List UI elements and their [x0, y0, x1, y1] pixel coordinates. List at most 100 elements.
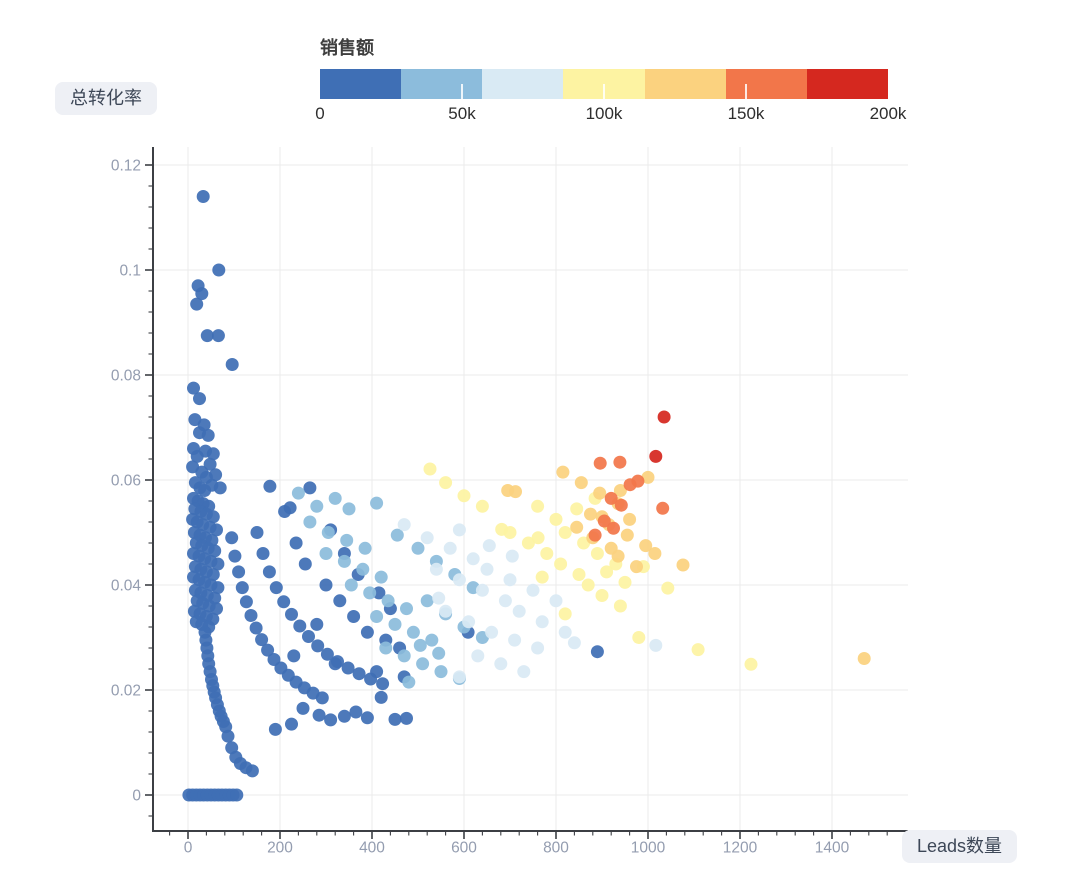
scatter-point[interactable] [498, 594, 512, 608]
scatter-point[interactable] [310, 617, 324, 631]
scatter-point[interactable] [475, 499, 489, 513]
scatter-point[interactable] [187, 381, 200, 395]
scatter-point[interactable] [244, 609, 258, 622]
scatter-point[interactable] [526, 583, 540, 597]
scatter-point[interactable] [661, 581, 675, 595]
scatter-point[interactable] [347, 610, 361, 623]
scatter-point[interactable] [623, 512, 637, 526]
scatter-point[interactable] [262, 565, 276, 579]
scatter-point[interactable] [203, 457, 217, 471]
scatter-point[interactable] [200, 329, 214, 343]
scatter-point[interactable] [400, 711, 413, 725]
scatter-point[interactable] [649, 449, 663, 463]
scatter-point[interactable] [588, 528, 602, 542]
legend-color-bar[interactable] [320, 69, 888, 99]
scatter-point[interactable] [303, 481, 317, 495]
scatter-point[interactable] [439, 604, 453, 618]
scatter-point[interactable] [584, 507, 597, 521]
scatter-point[interactable] [381, 594, 395, 608]
scatter-point[interactable] [656, 501, 670, 515]
scatter-point[interactable] [255, 633, 269, 647]
scatter-point[interactable] [190, 449, 204, 463]
scatter-point[interactable] [211, 329, 225, 343]
scatter-point[interactable] [206, 510, 220, 524]
scatter-point[interactable] [607, 521, 620, 535]
scatter-point[interactable] [256, 547, 270, 560]
legend-color-segment[interactable] [320, 69, 402, 99]
scatter-point[interactable] [558, 607, 572, 621]
scatter-point[interactable] [228, 549, 242, 563]
scatter-point[interactable] [319, 547, 333, 560]
scatter-point[interactable] [604, 491, 618, 505]
scatter-point[interactable] [556, 465, 570, 479]
scatter-point[interactable] [328, 657, 342, 671]
scatter-point[interactable] [303, 515, 317, 529]
scatter-point[interactable] [475, 583, 489, 597]
scatter-point[interactable] [505, 549, 519, 563]
scatter-point[interactable] [567, 636, 581, 650]
scatter-point[interactable] [337, 554, 351, 568]
scatter-point[interactable] [632, 631, 646, 644]
scatter-point[interactable] [344, 578, 358, 592]
scatter-point[interactable] [531, 499, 545, 513]
legend-color-segment[interactable] [401, 69, 483, 99]
scatter-point[interactable] [349, 705, 363, 719]
scatter-point[interactable] [321, 526, 335, 539]
scatter-point[interactable] [358, 541, 372, 555]
scatter-point[interactable] [595, 589, 609, 602]
scatter-point[interactable] [312, 708, 326, 722]
scatter-point[interactable] [676, 558, 690, 572]
scatter-point[interactable] [420, 531, 434, 545]
scatter-point[interactable] [287, 649, 301, 663]
scatter-point[interactable] [593, 456, 607, 470]
scatter-point[interactable] [360, 711, 374, 725]
scatter-point[interactable] [744, 657, 758, 671]
scatter-point[interactable] [337, 709, 351, 723]
scatter-point[interactable] [508, 633, 522, 647]
scatter-point[interactable] [374, 570, 388, 584]
scatter-point[interactable] [296, 701, 310, 715]
scatter-point[interactable] [268, 722, 282, 736]
scatter-point[interactable] [388, 712, 402, 726]
scatter-point[interactable] [289, 536, 303, 550]
scatter-point[interactable] [360, 625, 374, 639]
scatter-point[interactable] [434, 665, 448, 679]
scatter-point[interactable] [480, 562, 494, 576]
legend-color-segment[interactable] [806, 69, 888, 99]
scatter-point[interactable] [590, 645, 604, 659]
scatter-point[interactable] [443, 541, 457, 555]
scatter-point[interactable] [198, 484, 212, 497]
scatter-point[interactable] [193, 392, 206, 406]
scatter-point[interactable] [570, 502, 584, 516]
scatter-point[interactable] [549, 512, 563, 526]
scatter-point[interactable] [509, 485, 522, 499]
scatter-point[interactable] [210, 523, 223, 537]
scatter-point[interactable] [482, 539, 496, 553]
scatter-point[interactable] [249, 621, 263, 635]
scatter-point[interactable] [485, 625, 499, 639]
scatter-point[interactable] [429, 562, 443, 576]
scatter-point[interactable] [210, 602, 223, 616]
scatter-point[interactable] [201, 428, 215, 442]
scatter-point[interactable] [439, 476, 453, 490]
scatter-point[interactable] [416, 657, 430, 671]
scatter-point[interactable] [293, 619, 307, 633]
scatter-point[interactable] [278, 505, 292, 518]
scatter-point[interactable] [225, 531, 239, 545]
scatter-point[interactable] [211, 557, 225, 571]
scatter-point[interactable] [230, 788, 244, 802]
scatter-point[interactable] [390, 528, 404, 542]
scatter-point[interactable] [406, 625, 420, 639]
scatter-point[interactable] [521, 536, 535, 550]
scatter-point[interactable] [531, 531, 545, 545]
scatter-point[interactable] [208, 544, 222, 558]
scatter-point[interactable] [269, 581, 283, 595]
scatter-point[interactable] [250, 526, 264, 539]
scatter-point[interactable] [641, 470, 655, 484]
scatter-point[interactable] [574, 476, 588, 490]
scatter-point[interactable] [423, 462, 437, 476]
scatter-point[interactable] [239, 595, 253, 609]
scatter-point[interactable] [613, 484, 627, 497]
scatter-point[interactable] [657, 410, 671, 424]
scatter-point[interactable] [319, 578, 333, 592]
